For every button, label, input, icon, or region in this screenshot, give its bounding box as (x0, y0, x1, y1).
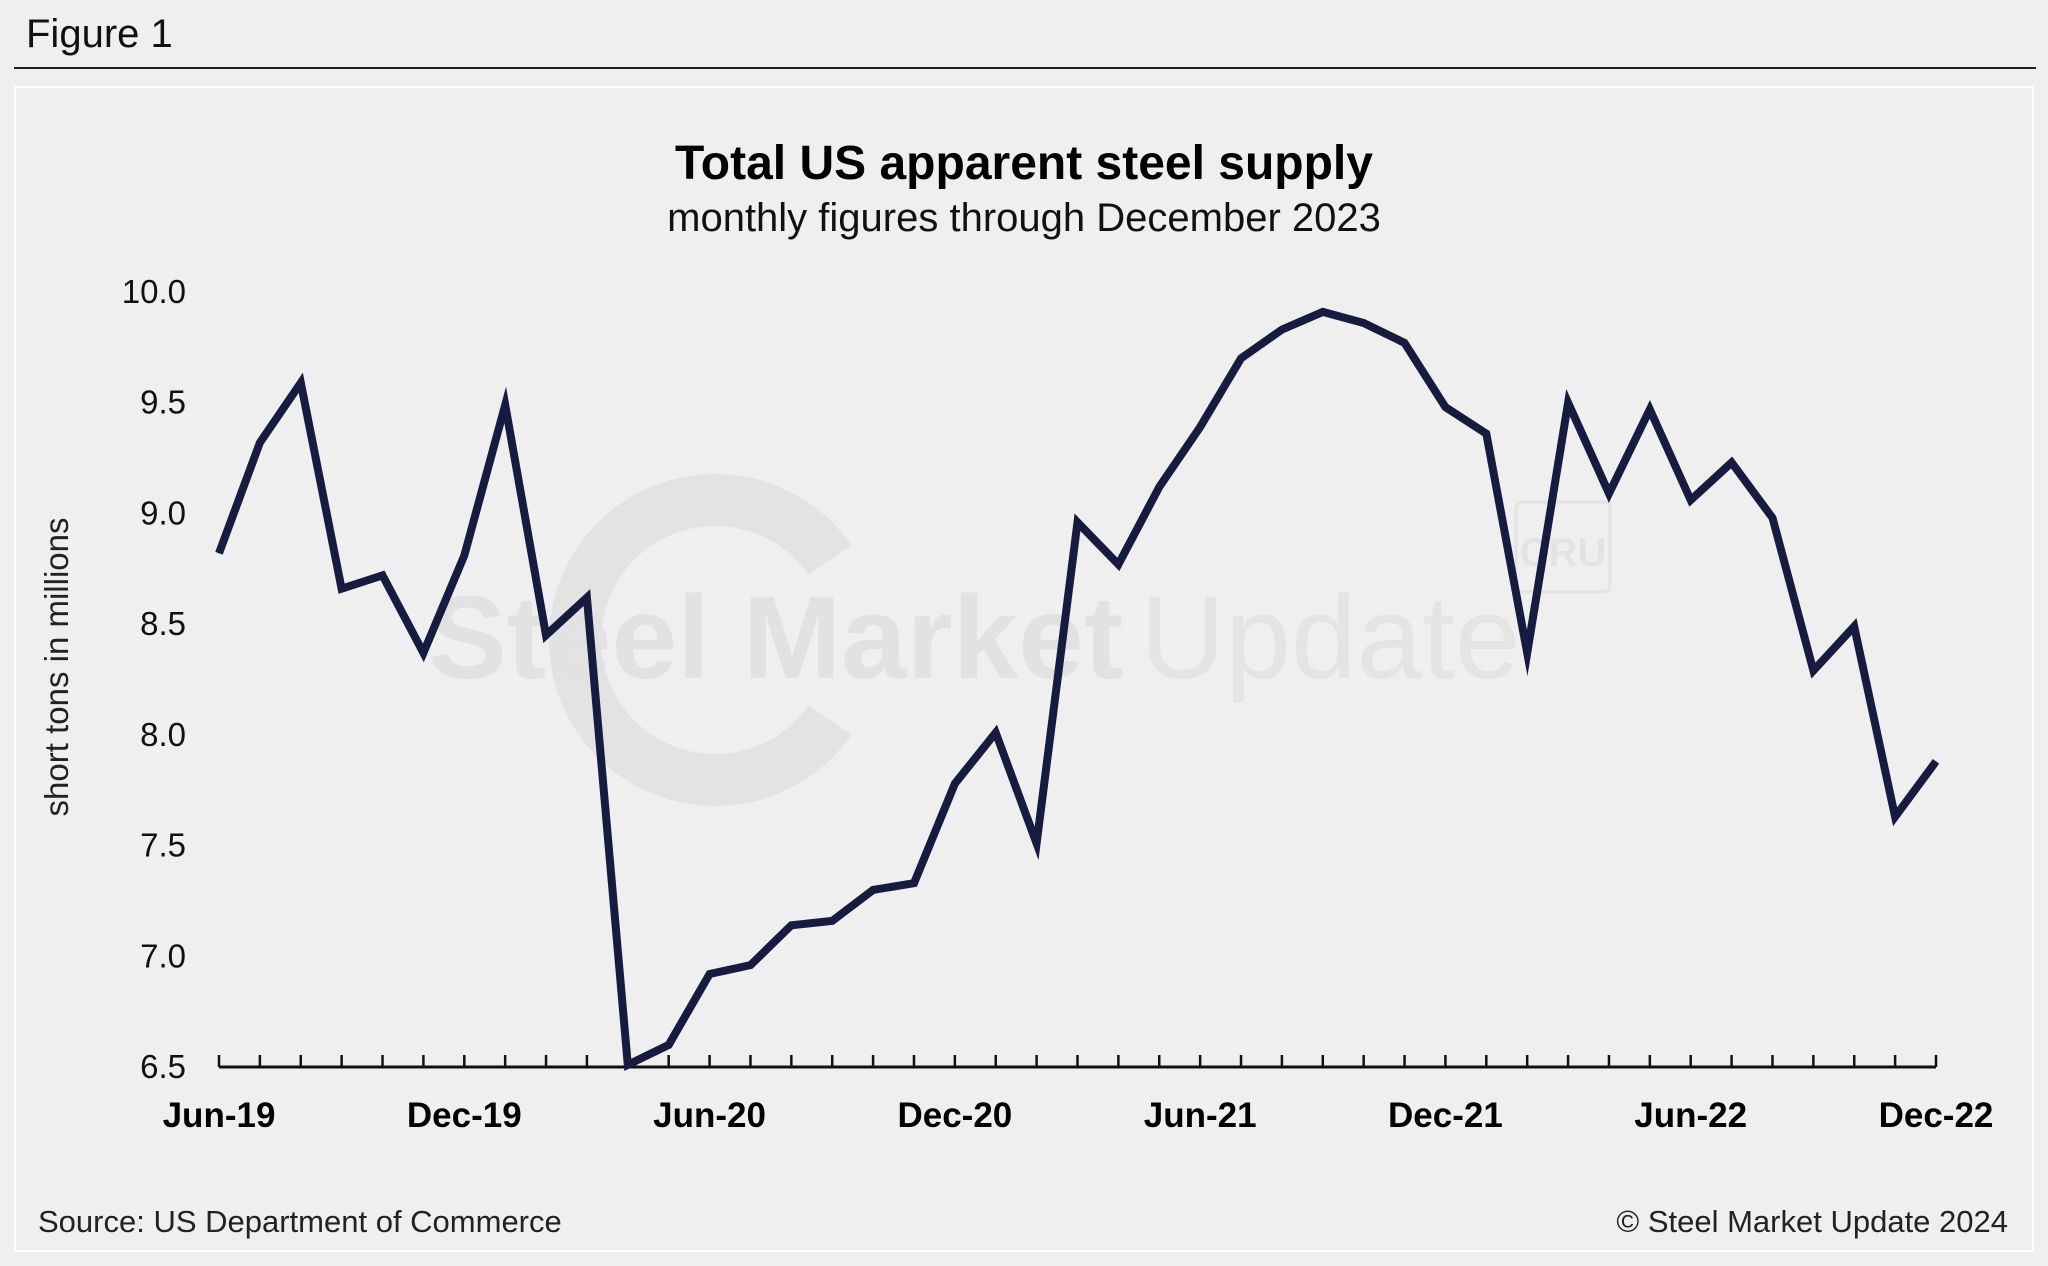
chart-title: Total US apparent steel supply (675, 137, 1373, 190)
data-point (709, 973, 711, 975)
data-point (1077, 521, 1078, 523)
x-tick-label: Jun-19 (163, 1096, 276, 1135)
data-point (504, 404, 506, 406)
y-tick-label: 6.5 (140, 1048, 186, 1085)
data-point (545, 634, 547, 636)
data-point (790, 924, 792, 926)
data-point (872, 889, 874, 891)
series-group (215, 307, 1940, 1071)
x-tick-label: Jun-20 (653, 1096, 766, 1135)
data-point (1731, 462, 1733, 463)
data-point (259, 442, 261, 444)
x-tick-label: Dec-19 (407, 1096, 522, 1135)
data-point (1812, 670, 1814, 672)
data-point (1485, 433, 1487, 435)
data-point (1404, 342, 1406, 344)
y-tick-label: 8.5 (140, 605, 186, 642)
data-point (382, 574, 384, 576)
data-point (586, 597, 588, 599)
data-point (1690, 499, 1692, 501)
data-point (1853, 625, 1855, 627)
data-point (422, 652, 424, 654)
watermark-badge (1514, 500, 1612, 594)
y-tick-label: 7.0 (140, 937, 186, 974)
data-point (1649, 408, 1651, 410)
x-axis-tick-labels: Jun-19 Dec-19 Jun-20 Dec-20 Jun-21 Dec-21 Jun-… (163, 1096, 1994, 1135)
x-tick-label: Jun-21 (1144, 1096, 1257, 1135)
data-point (1935, 760, 1937, 762)
data-point (1363, 322, 1365, 324)
data-point (1199, 426, 1201, 428)
watermark-text-light: Update (1140, 572, 1521, 704)
x-tick-label: Jun-22 (1634, 1096, 1747, 1135)
watermark-text-bold: Steel Market (428, 572, 1123, 704)
y-tick-label: 8.0 (140, 716, 186, 753)
x-tick-label: Dec-22 (1879, 1096, 1994, 1135)
axes (217, 1055, 1938, 1069)
data-point (1158, 486, 1160, 488)
data-point (341, 588, 343, 590)
y-tick-label: 9.0 (140, 494, 186, 531)
data-point (300, 382, 302, 384)
data-point (954, 783, 956, 785)
copyright-note: © Steel Market Update 2024 (1616, 1204, 2008, 1239)
y-axis-label: short tons in millions (38, 518, 75, 817)
y-axis-tick-labels: 10.0 9.5 9.0 8.5 8.0 7.5 7.0 6.5 (122, 273, 186, 1085)
data-point (1117, 563, 1119, 565)
y-tick-label: 7.5 (140, 827, 186, 864)
data-point (1240, 357, 1242, 359)
watermark-badge-text: CRU (1520, 531, 1607, 575)
x-tick-label: Dec-20 (897, 1096, 1012, 1135)
x-tick-label: Dec-21 (1388, 1096, 1503, 1135)
data-point (1526, 652, 1528, 654)
data-point (913, 882, 915, 884)
source-note: Source: US Department of Commerce (38, 1204, 562, 1239)
data-point (995, 732, 997, 734)
watermark-logo-ring (549, 474, 852, 806)
figure-divider (14, 67, 2036, 69)
data-point (668, 1044, 670, 1046)
y-tick-label: 9.5 (140, 384, 186, 421)
data-point (1444, 406, 1446, 408)
y-tick-label: 10.0 (122, 273, 186, 310)
data-point (1322, 311, 1324, 313)
chart-panel (14, 86, 2034, 1252)
figure-label: Figure 1 (26, 12, 173, 56)
data-point (1281, 329, 1283, 331)
data-point (218, 552, 220, 554)
data-point (1608, 493, 1610, 494)
watermark: Steel Market Update CRU (428, 474, 1612, 806)
chart-subtitle: monthly figures through December 2023 (667, 196, 1381, 240)
data-point (1894, 816, 1896, 818)
data-point (1567, 402, 1569, 404)
data-point (1771, 517, 1773, 519)
data-point (749, 964, 751, 966)
data-point (463, 555, 465, 556)
data-point (831, 920, 833, 922)
data-point (627, 1064, 629, 1066)
data-point (1036, 842, 1038, 844)
